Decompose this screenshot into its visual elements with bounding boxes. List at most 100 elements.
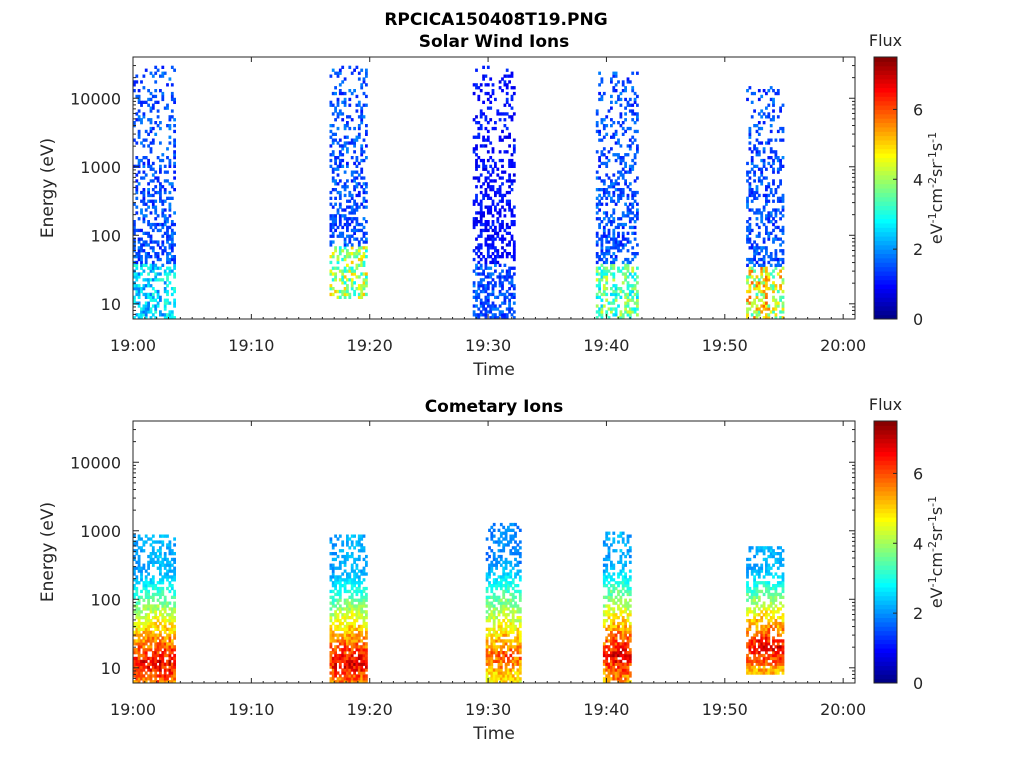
heatmap-cell <box>173 257 176 262</box>
heatmap-cell <box>748 546 752 550</box>
heatmap-cell <box>144 138 148 142</box>
heatmap-cell <box>602 289 606 294</box>
heatmap-cell <box>355 543 359 547</box>
heatmap-cell <box>142 196 146 200</box>
heatmap-cell <box>161 604 165 608</box>
heatmap-cell <box>779 275 782 279</box>
heatmap-cell <box>144 584 148 588</box>
heatmap-cell <box>617 674 620 678</box>
heatmap-cell <box>149 225 153 230</box>
heatmap-cell <box>135 188 139 192</box>
heatmap-cell <box>168 659 172 663</box>
heatmap-cell <box>753 563 756 567</box>
heatmap-cell <box>338 112 342 116</box>
heatmap-cell <box>338 610 342 614</box>
heatmap-cell <box>610 595 613 599</box>
heatmap-cell <box>348 205 352 209</box>
heatmap-cell <box>624 598 627 602</box>
heatmap-cell <box>753 298 756 302</box>
heatmap-cell <box>140 642 143 646</box>
heatmap-cell <box>748 275 752 279</box>
heatmap-cell <box>626 581 630 585</box>
heatmap-cell <box>504 543 508 547</box>
heatmap-cell <box>612 665 616 669</box>
heatmap-cell <box>147 560 150 564</box>
heatmap-cell <box>753 671 756 675</box>
heatmap-cell <box>776 301 780 305</box>
heatmap-cell <box>331 167 335 171</box>
heatmap-cell <box>331 141 335 145</box>
heatmap-cell <box>498 150 502 154</box>
heatmap-cell <box>173 129 176 134</box>
heatmap-cell <box>779 179 782 183</box>
heatmap-cell <box>365 610 368 614</box>
heatmap-cell <box>144 607 148 611</box>
heatmap-cell <box>753 211 756 215</box>
heatmap-cell <box>772 289 775 294</box>
heatmap-cell <box>765 202 768 206</box>
heatmap-cell <box>621 289 625 294</box>
heatmap-cell <box>161 624 165 629</box>
heatmap-cell <box>357 677 361 681</box>
heatmap-cell <box>353 202 356 206</box>
heatmap-cell <box>336 671 340 675</box>
heatmap-cell <box>156 624 160 629</box>
heatmap-cell <box>760 269 764 273</box>
heatmap-cell <box>508 158 511 163</box>
heatmap-cell <box>628 126 632 131</box>
heatmap-cell <box>624 202 627 206</box>
colorbar-frame <box>873 56 898 320</box>
heatmap-cell <box>168 237 172 241</box>
heatmap-cell <box>755 185 759 189</box>
heatmap-cell <box>135 601 139 605</box>
heatmap-cell <box>161 645 165 649</box>
heatmap-cell <box>163 281 167 285</box>
heatmap-cell <box>765 188 768 192</box>
heatmap-cell <box>610 179 613 183</box>
heatmap-cell <box>769 147 773 151</box>
heatmap-cell <box>166 272 169 276</box>
heatmap-cell <box>331 292 335 297</box>
heatmap-cell <box>135 610 139 614</box>
heatmap-cell <box>360 653 364 658</box>
heatmap-cell <box>755 295 759 299</box>
heatmap-cell <box>607 639 611 643</box>
heatmap-cell <box>755 310 759 314</box>
heatmap-cell <box>353 636 356 640</box>
heatmap-cell <box>605 636 609 640</box>
heatmap-cell <box>353 534 356 538</box>
heatmap-cell <box>504 598 508 602</box>
heatmap-cell <box>600 97 604 102</box>
heatmap-cell <box>362 624 366 629</box>
heatmap-cell <box>489 307 493 311</box>
heatmap-cell <box>607 220 611 224</box>
heatmap-cell <box>636 243 639 247</box>
heatmap-cell <box>628 97 632 102</box>
heatmap-cell <box>636 289 639 294</box>
heatmap-cell <box>154 307 158 311</box>
heatmap-cell <box>507 601 510 605</box>
heatmap-cell <box>350 633 354 637</box>
heatmap-cell <box>490 616 494 620</box>
heatmap-cell <box>161 592 165 597</box>
heatmap-cell <box>156 589 160 594</box>
heatmap-cell <box>140 121 143 125</box>
heatmap-cell <box>612 193 616 198</box>
heatmap-cell <box>748 231 752 235</box>
heatmap-cell <box>334 668 337 672</box>
heatmap-cell <box>510 188 514 192</box>
heatmap-cell <box>490 566 494 570</box>
heatmap-cell <box>346 671 349 675</box>
heatmap-cell <box>485 639 489 643</box>
heatmap-cell <box>605 124 609 128</box>
heatmap-cell <box>341 656 345 661</box>
heatmap-cell <box>338 665 342 669</box>
heatmap-cell <box>338 89 342 93</box>
heatmap-cell <box>490 636 494 640</box>
heatmap-cell <box>151 560 155 564</box>
heatmap-cell <box>365 284 368 288</box>
heatmap-cell <box>334 196 337 200</box>
heatmap-cell <box>489 281 493 285</box>
heatmap-cell <box>159 563 162 567</box>
heatmap-cell <box>503 278 507 282</box>
